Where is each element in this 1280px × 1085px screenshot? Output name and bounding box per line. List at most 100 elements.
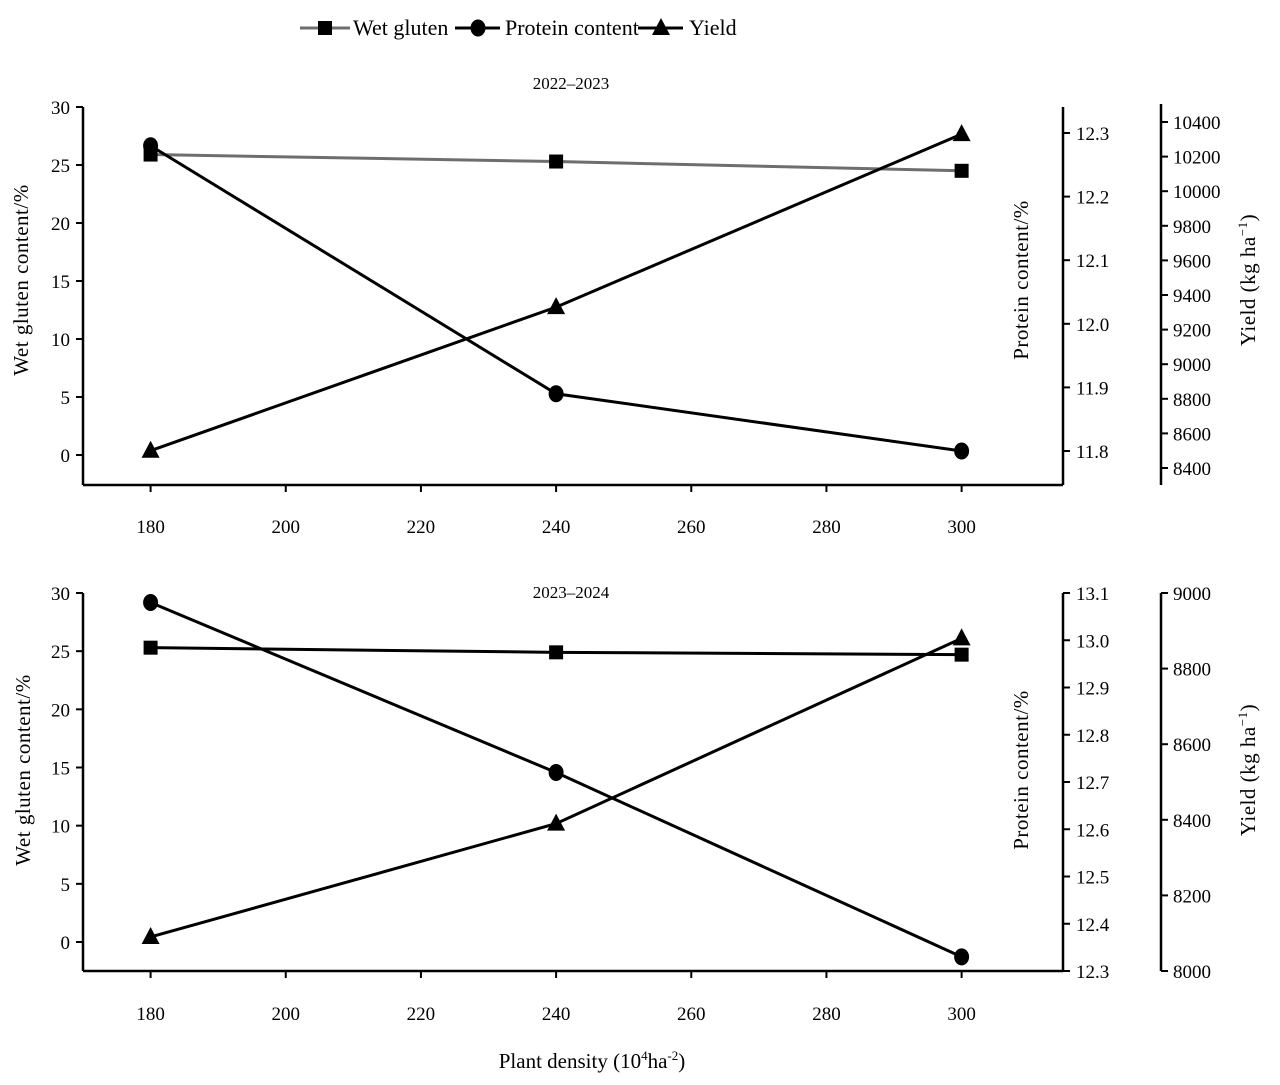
left-tick-label: 30: [51, 584, 70, 605]
data-point-protein-content: [954, 948, 970, 966]
left-tick-label: 20: [51, 700, 70, 721]
data-point-yield: [547, 297, 566, 315]
protein-tick-label: 13.0: [1076, 631, 1109, 652]
data-point-wet-gluten: [549, 154, 564, 169]
left-tick-label: 25: [51, 156, 70, 177]
legend: Wet gluten Protein content Yield: [300, 15, 737, 40]
yield-tick-label: 8400: [1173, 459, 1211, 480]
protein-tick-label: 11.9: [1076, 378, 1109, 399]
series-line-yield: [150, 132, 963, 453]
protein-tick-label: 12.6: [1076, 820, 1109, 841]
legend-marker-square: [318, 21, 332, 35]
left-axis-title: Wet gluten content/%: [9, 184, 33, 375]
yield-tick-label: 10000: [1173, 182, 1221, 203]
x-tick-label: 220: [407, 1004, 436, 1025]
data-point-wet-gluten: [954, 163, 969, 178]
x-tick-label: 180: [136, 517, 165, 538]
data-point-yield: [141, 926, 160, 944]
legend-label-0: Wet gluten: [353, 15, 448, 40]
yield-tick-label: 8600: [1173, 424, 1211, 445]
yield-tick-label: 9000: [1173, 355, 1211, 376]
protein-tick-label: 12.4: [1076, 915, 1110, 936]
left-tick-label: 5: [61, 875, 71, 896]
data-point-yield: [547, 813, 566, 831]
legend-marker-circle: [470, 19, 486, 37]
x-tick-label: 220: [407, 517, 436, 538]
left-tick-label: 0: [61, 446, 71, 467]
legend-marker-triangle: [652, 18, 670, 35]
left-tick-label: 20: [51, 214, 70, 235]
yield-tick-label: 8800: [1173, 660, 1211, 681]
data-point-yield: [952, 628, 971, 646]
x-tick-label: 240: [542, 1004, 571, 1025]
yield-tick-label: 10400: [1173, 113, 1221, 134]
protein-tick-label: 13.1: [1076, 584, 1109, 605]
panel-2023-2024: 2023–2024 180 200 220 240 260 280 300 0 5 10 15 20 25…: [11, 583, 1260, 1025]
yield-tick-label: 10200: [1173, 148, 1221, 169]
panel-title: 2023–2024: [533, 583, 610, 602]
data-point-protein-content: [548, 764, 564, 782]
yield-tick-label: 8400: [1173, 811, 1211, 832]
yield-axis-title-end: ): [1236, 704, 1260, 712]
yield-axis-title-sup: −1: [1235, 221, 1250, 236]
protein-tick-label: 12.0: [1076, 315, 1109, 336]
yield-axis-title: Yield (kg ha−1): [1235, 214, 1260, 346]
protein-tick-label: 11.8: [1076, 442, 1109, 463]
protein-tick-label: 12.3: [1076, 124, 1109, 145]
data-point-protein-content: [548, 385, 564, 403]
protein-tick-label: 12.8: [1076, 726, 1109, 747]
data-point-protein-content: [954, 442, 970, 460]
protein-tick-label: 12.7: [1076, 773, 1109, 794]
yield-axis-title-main: Yield (kg ha: [1236, 236, 1260, 346]
left-tick-label: 15: [51, 759, 70, 780]
left-tick-label: 25: [51, 642, 70, 663]
panel-title: 2022–2023: [533, 74, 610, 93]
left-tick-label: 10: [51, 817, 70, 838]
protein-tick-label: 12.2: [1076, 188, 1109, 209]
yield-axis-title-sup: −1: [1235, 711, 1250, 726]
yield-tick-label: 8800: [1173, 390, 1211, 411]
x-axis-label: Plant density (104ha-2): [499, 1048, 686, 1073]
yield-axis-title-main: Yield (kg ha: [1236, 726, 1260, 836]
x-tick-label: 260: [677, 517, 706, 538]
x-tick-label: 200: [272, 1004, 301, 1025]
yield-tick-label: 9000: [1173, 584, 1211, 605]
left-tick-label: 5: [61, 388, 71, 409]
x-tick-label: 180: [136, 1004, 165, 1025]
left-tick-label: 15: [51, 272, 70, 293]
data-point-yield: [141, 440, 160, 458]
yield-axis-title: Yield (kg ha−1): [1235, 704, 1260, 836]
panel-2022-2023: 2022–2023 180 200 220 240 260 280 300 0 5 10 15 20 25…: [9, 74, 1260, 538]
yield-tick-label: 9400: [1173, 286, 1211, 307]
x-tick-label: 280: [812, 517, 841, 538]
left-tick-label: 10: [51, 330, 70, 351]
protein-tick-label: 12.5: [1076, 868, 1109, 889]
yield-tick-label: 9200: [1173, 321, 1211, 342]
yield-tick-label: 8600: [1173, 735, 1211, 756]
legend-label-1: Protein content: [505, 15, 639, 40]
x-tick-label: 280: [812, 1004, 841, 1025]
data-point-wet-gluten: [143, 640, 158, 655]
series-line-yield: [150, 636, 963, 939]
left-axis-title: Wet gluten content/%: [11, 674, 35, 865]
data-point-yield: [952, 124, 971, 142]
yield-tick-label: 9600: [1173, 251, 1211, 272]
data-point-protein-content: [143, 137, 159, 155]
yield-axis-title-end: ): [1236, 214, 1260, 222]
data-point-wet-gluten: [549, 645, 564, 660]
x-tick-label: 300: [947, 1004, 976, 1025]
yield-tick-label: 8000: [1173, 962, 1211, 983]
x-tick-label: 260: [677, 1004, 706, 1025]
left-tick-label: 0: [61, 933, 71, 954]
protein-tick-label: 12.1: [1076, 251, 1109, 272]
protein-axis-title: Protein content/%: [1009, 690, 1033, 850]
x-tick-label: 300: [947, 517, 976, 538]
data-point-protein-content: [143, 593, 159, 611]
left-tick-label: 30: [51, 98, 70, 119]
yield-tick-label: 9800: [1173, 217, 1211, 238]
x-tick-label: 200: [272, 517, 301, 538]
protein-tick-label: 12.3: [1076, 962, 1109, 983]
yield-tick-label: 8200: [1173, 886, 1211, 907]
legend-label-2: Yield: [689, 15, 737, 40]
